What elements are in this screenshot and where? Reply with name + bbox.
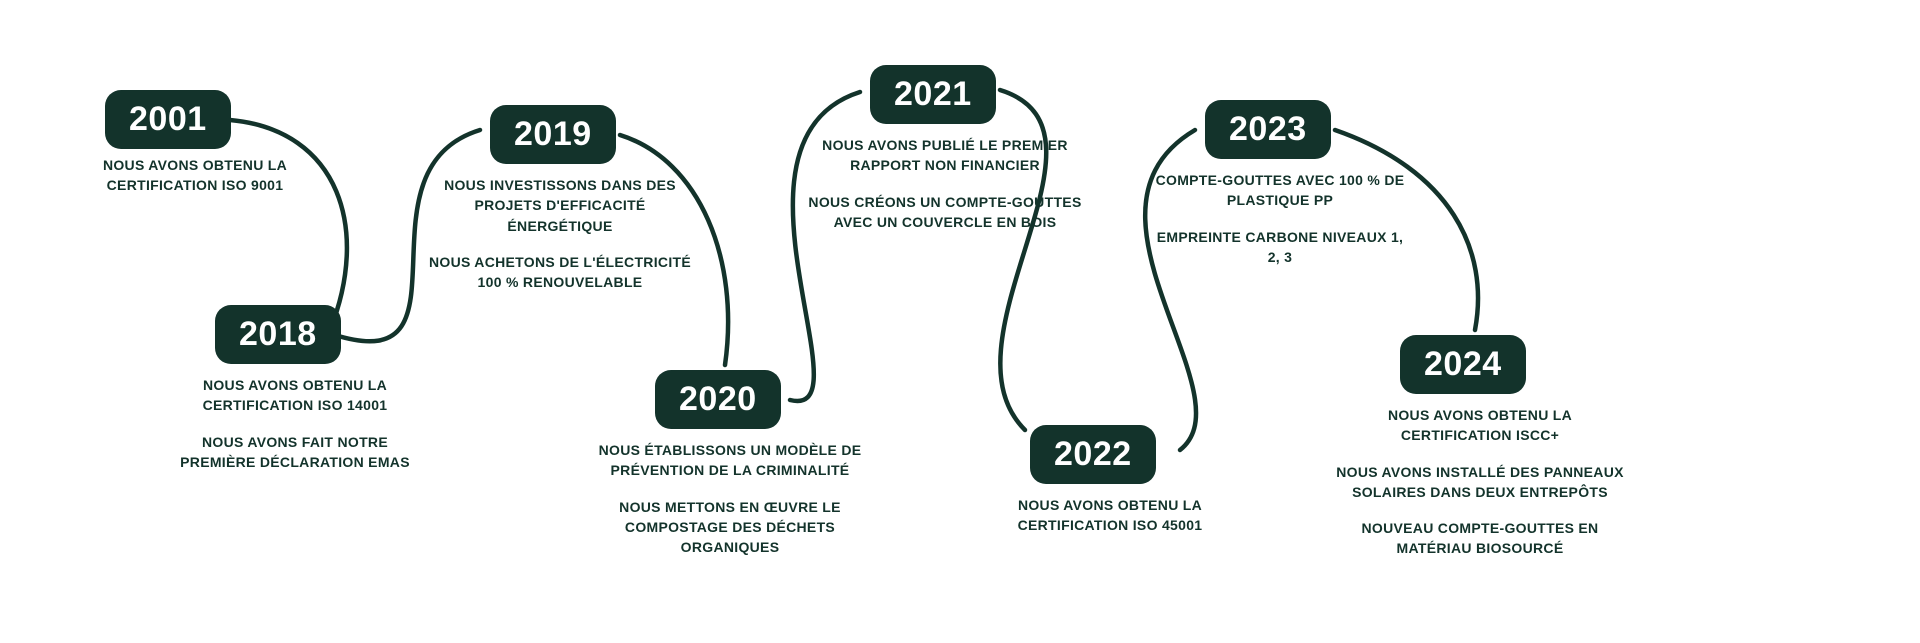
timeline-canvas: 2001 NOUS AVONS OBTENU LA CERTIFICATION I… (0, 0, 1920, 643)
year-desc-2022-line: NOUS AVONS OBTENU LA CERTIFICATION ISO 4… (1000, 495, 1220, 536)
year-desc-2018-line: NOUS AVONS FAIT NOTRE PREMIÈRE DÉCLARATI… (180, 432, 410, 473)
year-pill-2001: 2001 (105, 90, 231, 149)
year-desc-2021-line: NOUS AVONS PUBLIÉ LE PREMIER RAPPORT NON… (790, 135, 1100, 176)
year-desc-2024-line: NOUS AVONS INSTALLÉ DES PANNEAUX SOLAIRE… (1335, 462, 1625, 503)
year-desc-2020: NOUS ÉTABLISSONS UN MODÈLE DE PRÉVENTION… (585, 440, 875, 557)
year-desc-2023-line: EMPREINTE CARBONE NIVEAUX 1, 2, 3 (1155, 227, 1405, 268)
year-desc-2024-line: NOUVEAU COMPTE-GOUTTES EN MATÉRIAU BIOSO… (1335, 518, 1625, 559)
year-desc-2021: NOUS AVONS PUBLIÉ LE PREMIER RAPPORT NON… (790, 135, 1100, 232)
year-desc-2021-line: NOUS CRÉONS UN COMPTE-GOUTTES AVEC UN CO… (790, 192, 1100, 233)
year-desc-2020-line: NOUS ÉTABLISSONS UN MODÈLE DE PRÉVENTION… (585, 440, 875, 481)
year-desc-2022: NOUS AVONS OBTENU LA CERTIFICATION ISO 4… (1000, 495, 1220, 536)
year-pill-2022: 2022 (1030, 425, 1156, 484)
year-desc-2019-line: NOUS ACHETONS DE L'ÉLECTRICITÉ 100 % REN… (425, 252, 695, 293)
year-desc-2018: NOUS AVONS OBTENU LA CERTIFICATION ISO 1… (180, 375, 410, 472)
year-desc-2024: NOUS AVONS OBTENU LA CERTIFICATION ISCC+… (1335, 405, 1625, 559)
year-desc-2024-line: NOUS AVONS OBTENU LA CERTIFICATION ISCC+ (1335, 405, 1625, 446)
year-desc-2018-line: NOUS AVONS OBTENU LA CERTIFICATION ISO 1… (180, 375, 410, 416)
year-desc-2001-line: NOUS AVONS OBTENU LA CERTIFICATION ISO 9… (80, 155, 310, 196)
year-pill-2020: 2020 (655, 370, 781, 429)
year-desc-2001: NOUS AVONS OBTENU LA CERTIFICATION ISO 9… (80, 155, 310, 196)
year-desc-2019: NOUS INVESTISSONS DANS DES PROJETS D'EFF… (425, 175, 695, 292)
year-desc-2020-line: NOUS METTONS EN ŒUVRE LE COMPOSTAGE DES … (585, 497, 875, 558)
year-pill-2021: 2021 (870, 65, 996, 124)
year-pill-2019: 2019 (490, 105, 616, 164)
year-pill-2024: 2024 (1400, 335, 1526, 394)
year-desc-2019-line: NOUS INVESTISSONS DANS DES PROJETS D'EFF… (425, 175, 695, 236)
year-desc-2023-line: COMPTE-GOUTTES AVEC 100 % DE PLASTIQUE P… (1155, 170, 1405, 211)
connector-n2001-n2018 (230, 120, 347, 330)
year-pill-2018: 2018 (215, 305, 341, 364)
year-pill-2023: 2023 (1205, 100, 1331, 159)
year-desc-2023: COMPTE-GOUTTES AVEC 100 % DE PLASTIQUE P… (1155, 170, 1405, 267)
